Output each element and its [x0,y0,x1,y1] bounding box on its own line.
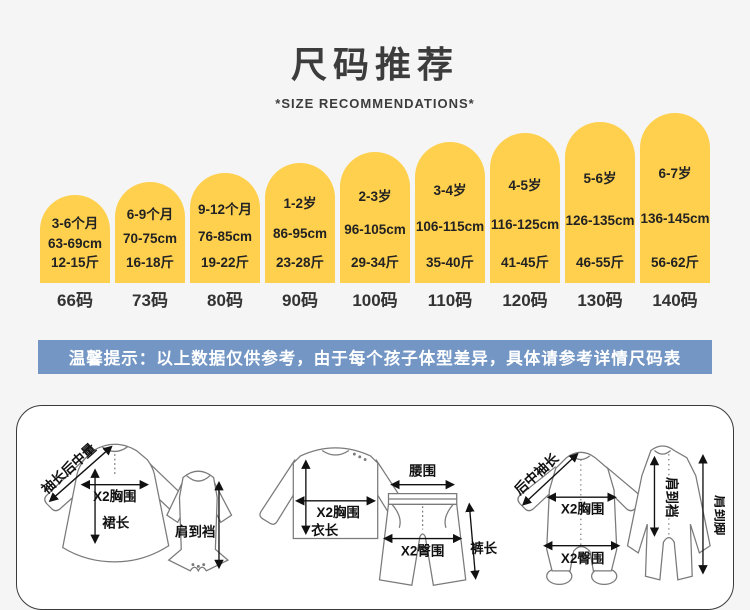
size-arch: 4-5岁 116-125cm 41-45斤 [490,133,560,283]
size-arch: 1-2岁 86-95cm 23-28斤 [265,163,335,283]
measurement-guide-panel: 袖长后中量 X2胸围 裙长 肩到裆 [16,405,734,610]
label-shoulder-to-crotch: 肩到裆 [665,477,681,518]
page-header: 尺码推荐 *SIZE RECOMMENDATIONS* [0,0,750,111]
measure-arrows [48,445,224,569]
size-arch: 5-6岁 126-135cm 46-55斤 [565,122,635,283]
arch-weight-range: 29-34斤 [350,255,400,270]
size-code-label: 100码 [352,290,398,310]
arch-height-range: 76-85cm [197,228,253,244]
size-arch: 3-6个月 63-69cm 12-15斤 [40,195,110,283]
arch-weight-range: 23-28斤 [275,255,325,270]
arch-height-range: 86-95cm [272,225,328,241]
arch-height-range: 126-135cm [565,213,635,228]
size-column-4: 1-2岁 86-95cm 23-28斤 90码 [265,163,335,313]
size-arch: 6-7岁 136-145cm 56-62斤 [640,113,710,283]
page-title: 尺码推荐 [290,44,459,85]
arch-age-range: 2-3岁 [358,189,392,204]
arch-weight-range: 41-45斤 [500,255,550,270]
size-column-8: 5-6岁 126-135cm 46-55斤 130码 [565,122,635,313]
size-column-2: 6-9个月 70-75cm 16-18斤 73码 [115,182,185,313]
pants-drawing [378,492,466,586]
label-waist: 腰围 [408,463,436,478]
label-garment-length: 衣长 [311,521,338,537]
measure-arrows [294,458,480,580]
arch-age-range: 3-4岁 [433,183,467,198]
label-chest-x2: X2胸围 [316,503,359,519]
size-code-label: 110码 [427,290,473,310]
sleepsuit-drawing [627,444,712,581]
arch-age-range: 9-12个月 [197,202,253,217]
size-arch: 6-9个月 70-75cm 16-18斤 [115,182,185,283]
label-skirt-length: 裙长 [102,514,129,530]
size-arch: 2-3岁 96-105cm 29-34斤 [340,152,410,283]
label-shoulder-to-foot: 肩到脚 [713,494,725,534]
arch-weight-range: 56-62斤 [650,255,700,270]
arch-age-range: 3-6个月 [51,216,99,231]
arch-age-range: 6-7岁 [658,166,692,181]
size-chart: 3-6个月 63-69cm 12-15斤 66码 6-9个月 70-75cm 16-18斤 7… [0,113,750,313]
arch-weight-range: 35-40斤 [425,255,475,270]
measure-arrows [522,452,709,575]
label-chest-x2: X2胸围 [93,487,136,503]
size-code-label: 80码 [207,290,243,310]
arch-weight-range: 16-18斤 [125,255,175,270]
arch-height-range: 96-105cm [344,222,406,237]
size-code-label: 130码 [577,290,623,310]
size-code-label: 140码 [652,290,698,310]
size-column-7: 4-5岁 116-125cm 41-45斤 120码 [490,133,560,313]
notice-banner: 温馨提示：以上数据仅供参考，由于每个孩子体型差异，具体请参考详情尺码表 [38,340,712,374]
arch-height-range: 106-115cm [415,219,485,234]
size-code-label: 66码 [57,290,93,310]
size-code-label: 120码 [502,290,548,310]
arch-age-range: 1-2岁 [283,196,317,211]
arch-height-range: 70-75cm [122,231,178,246]
size-column-9: 6-7岁 136-145cm 56-62斤 140码 [640,113,710,313]
arch-height-range: 136-145cm [640,210,710,226]
measure-diagram-top-pants: X2胸围 衣长 腰围 X2臀围 裤长 [258,446,497,586]
arch-age-range: 4-5岁 [508,178,542,193]
size-column-1: 3-6个月 63-69cm 12-15斤 66码 [40,195,110,313]
size-arch: 3-4岁 106-115cm 35-40斤 [415,142,485,283]
arch-age-range: 6-9个月 [126,207,174,222]
label-pants-length: 裤长 [470,539,497,555]
arch-weight-range: 46-55斤 [575,255,625,270]
page-subtitle: *SIZE RECOMMENDATIONS* [275,96,475,111]
size-code-label: 73码 [132,290,168,310]
arch-height-range: 116-125cm [490,216,560,232]
bodysuit-drawing [166,470,233,572]
size-column-5: 2-3岁 96-105cm 29-34斤 100码 [340,152,410,313]
label-hip-x2: X2臀围 [400,543,443,558]
label-hip-x2: X2臀围 [561,550,604,565]
arch-weight-range: 19-22斤 [200,255,250,270]
size-arch: 9-12个月 76-85cm 19-22斤 [190,173,260,283]
arch-age-range: 5-6岁 [583,171,617,186]
size-code-label: 90码 [282,290,318,310]
arch-weight-range: 12-15斤 [50,255,100,270]
label-shoulder-to-crotch: 肩到裆 [175,523,216,539]
size-column-6: 3-4岁 106-115cm 35-40斤 110码 [415,142,485,313]
measure-diagram-rompers: 后中袖长 X2胸围 X2臀围 肩到裆 肩到脚 [511,444,725,585]
label-chest-x2: X2胸围 [561,500,604,516]
measure-diagram-dress-bodysuit: 袖长后中量 X2胸围 裙长 肩到裆 [38,439,233,572]
arch-height-range: 63-69cm [47,235,103,251]
size-column-3: 9-12个月 76-85cm 19-22斤 80码 [190,173,260,313]
